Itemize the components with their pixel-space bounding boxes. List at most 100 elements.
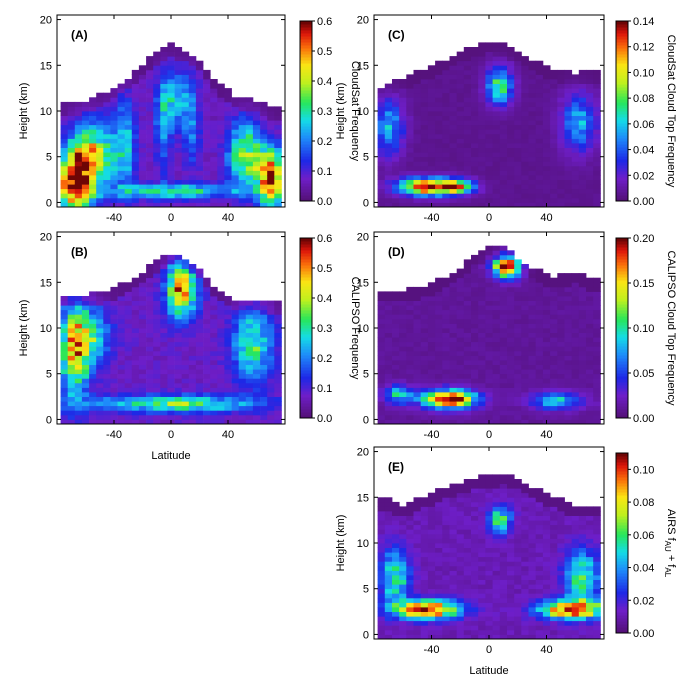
- heatmap-cell: [167, 47, 175, 52]
- heatmap-cell: [471, 300, 479, 306]
- heatmap-cell: [492, 602, 501, 608]
- heatmap-cell: [435, 97, 443, 103]
- heatmap-cell: [74, 202, 83, 208]
- heatmap-cell: [399, 584, 407, 590]
- heatmap-cell: [210, 300, 218, 306]
- heatmap-cell: [392, 111, 400, 116]
- heatmap-cell: [442, 556, 450, 562]
- heatmap-cell: [586, 341, 594, 347]
- heatmap-cell: [238, 401, 247, 407]
- heatmap-cell: [245, 101, 254, 107]
- heatmap-cell: [89, 405, 97, 411]
- heatmap-cell: [535, 538, 544, 544]
- heatmap-cell: [238, 97, 247, 103]
- heatmap-cell: [217, 305, 225, 311]
- heatmap-cell: [267, 165, 275, 171]
- heatmap-cell: [89, 120, 97, 126]
- heatmap-cell: [528, 492, 537, 498]
- heatmap-cell: [463, 570, 472, 576]
- heatmap-cell: [146, 165, 154, 171]
- colorbar-segment: [300, 75, 312, 79]
- heatmap-cell: [521, 419, 529, 425]
- heatmap-cell: [471, 629, 479, 635]
- heatmap-cell: [188, 286, 197, 292]
- colorbar-segment: [300, 256, 312, 260]
- heatmap-cell: [384, 579, 393, 585]
- heatmap-cell: [471, 378, 479, 384]
- heatmap-cell: [392, 165, 400, 171]
- heatmap-cell: [499, 74, 508, 80]
- heatmap-cell: [153, 51, 161, 57]
- heatmap-cell: [260, 129, 268, 135]
- heatmap-cell: [67, 346, 76, 352]
- heatmap-cell: [74, 355, 83, 361]
- heatmap-cell: [463, 300, 472, 306]
- heatmap-cell: [96, 147, 104, 153]
- heatmap-cell: [557, 273, 565, 279]
- heatmap-cell: [274, 341, 282, 347]
- heatmap-cell: [406, 74, 414, 80]
- heatmap-cell: [413, 410, 422, 416]
- heatmap-cell: [181, 65, 190, 71]
- colorbar-segment: [616, 129, 628, 133]
- heatmap-cell: [471, 138, 479, 144]
- heatmap-cell: [471, 305, 479, 311]
- heatmap-cell: [399, 170, 407, 176]
- heatmap-cell: [406, 602, 414, 608]
- heatmap-cell: [478, 552, 486, 558]
- heatmap-cell: [245, 318, 254, 324]
- heatmap-cell: [435, 506, 443, 512]
- heatmap-cell: [103, 419, 111, 425]
- heatmap-cell: [427, 616, 436, 622]
- heatmap-cell: [442, 138, 450, 144]
- heatmap-cell: [217, 296, 225, 301]
- heatmap-cell: [485, 88, 493, 94]
- colorbar-segment: [616, 153, 628, 157]
- heatmap-cell: [377, 184, 386, 190]
- heatmap-cell: [217, 179, 225, 185]
- heatmap-cell: [586, 188, 594, 194]
- heatmap-cell: [67, 309, 76, 315]
- heatmap-cell: [586, 184, 594, 190]
- heatmap-cell: [456, 56, 465, 62]
- heatmap-cell: [131, 309, 140, 315]
- heatmap-cell: [578, 143, 587, 148]
- heatmap-cell: [377, 543, 386, 548]
- heatmap-cell: [514, 328, 522, 333]
- colorbar-label: CloudSat Cloud Top Frequency: [665, 35, 677, 188]
- heatmap-cell: [252, 152, 261, 158]
- heatmap-cell: [586, 387, 594, 393]
- heatmap-cell: [571, 364, 580, 370]
- heatmap-cell: [81, 120, 90, 126]
- heatmap-cell: [267, 337, 275, 343]
- heatmap-cell: [535, 282, 544, 288]
- heatmap-cell: [456, 529, 465, 535]
- heatmap-cell: [413, 588, 422, 594]
- heatmap-cell: [224, 120, 232, 126]
- heatmap-cell: [81, 323, 90, 329]
- heatmap-cell: [406, 346, 414, 352]
- heatmap-cell: [413, 524, 422, 530]
- heatmap-cell: [406, 401, 414, 407]
- heatmap-cell: [74, 106, 83, 112]
- heatmap-cell: [217, 346, 225, 352]
- heatmap-cell: [224, 332, 232, 338]
- heatmap-cell: [245, 97, 254, 103]
- colorbar-segment: [300, 24, 312, 28]
- heatmap-cell: [485, 143, 493, 148]
- heatmap-cell: [542, 69, 551, 75]
- colorbar-segment: [300, 51, 312, 55]
- heatmap-cell: [138, 197, 147, 203]
- heatmap-cell: [174, 47, 183, 52]
- heatmap-cell: [274, 193, 282, 199]
- heatmap-cell: [81, 152, 90, 158]
- heatmap-cell: [442, 373, 450, 379]
- heatmap-cell: [224, 175, 232, 180]
- heatmap-cell: [456, 74, 465, 80]
- heatmap-cell: [507, 611, 515, 617]
- heatmap-cell: [485, 69, 493, 75]
- heatmap-cell: [245, 355, 254, 361]
- heatmap-cell: [499, 175, 508, 180]
- heatmap-cell: [110, 314, 118, 320]
- heatmap-cell: [406, 92, 414, 98]
